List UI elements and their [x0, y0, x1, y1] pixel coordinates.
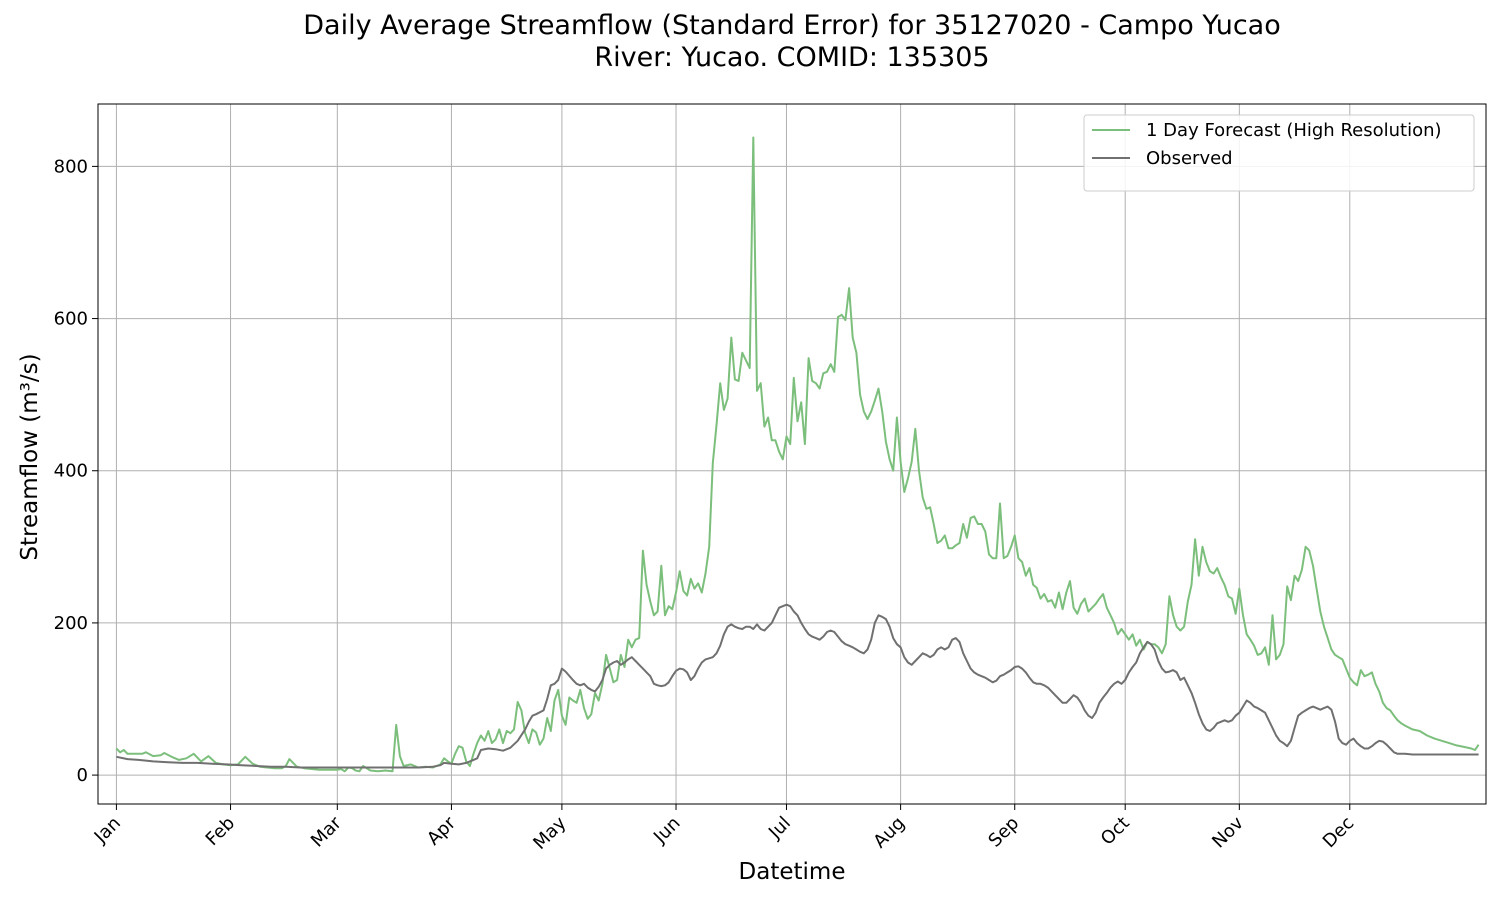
- series-layer: [115, 136, 1480, 773]
- y-axis: 0 200 400 600 800: [54, 156, 98, 786]
- chart-title-line2: River: Yucao. COMID: 135305: [594, 42, 990, 73]
- y-axis-title: Streamflow (m³/s): [17, 353, 43, 560]
- y-tick-label: 800: [54, 156, 88, 177]
- y-tick-label: 600: [54, 309, 88, 330]
- legend-label: Observed: [1146, 148, 1233, 169]
- y-tick-label: 400: [54, 461, 88, 482]
- x-tick-label: Sep: [984, 813, 1023, 852]
- legend-label: 1 Day Forecast (High Resolution): [1146, 120, 1442, 141]
- x-tick-label: Dec: [1319, 813, 1358, 852]
- x-tick-label: Aug: [869, 813, 909, 853]
- legend: 1 Day Forecast (High Resolution) Observed: [1083, 114, 1475, 192]
- x-tick-label: Jul: [764, 813, 795, 844]
- chart-title-line1: Daily Average Streamflow (Standard Error…: [303, 10, 1281, 41]
- x-axis: Jan Feb Mar Apr May Jun Jul Aug Sep Oct Nov Dec: [90, 804, 1358, 854]
- x-axis-title: Datetime: [739, 859, 846, 885]
- x-tick-label: Oct: [1097, 813, 1134, 850]
- grid-lines: [98, 104, 1486, 804]
- y-tick-label: 0: [77, 765, 88, 786]
- x-tick-label: Jun: [649, 813, 684, 848]
- x-tick-label: May: [529, 812, 570, 853]
- y-tick-label: 200: [54, 613, 88, 634]
- legend-box: [1083, 114, 1475, 192]
- x-tick-label: Feb: [202, 813, 239, 850]
- chart-title: Daily Average Streamflow (Standard Error…: [98, 10, 1486, 74]
- x-tick-label: Nov: [1208, 812, 1248, 852]
- forecast-series-line: [115, 136, 1480, 773]
- x-tick-label: Jan: [90, 813, 125, 848]
- plot-frame: [97, 103, 1487, 805]
- observed-series-line: [116, 603, 1479, 769]
- x-tick-label: Apr: [423, 812, 460, 849]
- x-tick-label: Mar: [307, 812, 346, 851]
